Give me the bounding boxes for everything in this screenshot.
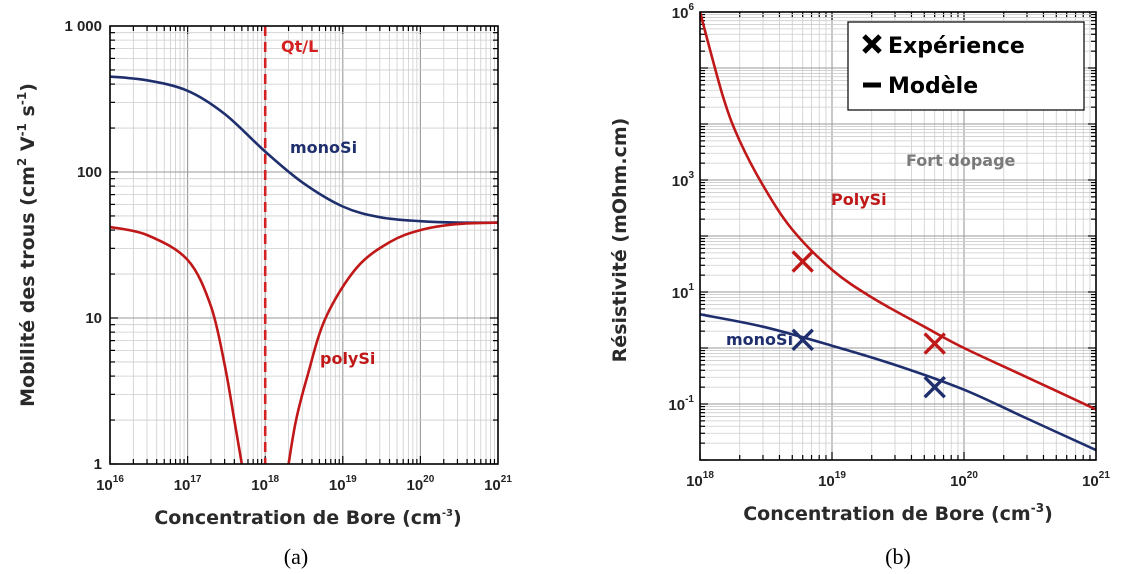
chart-b-x-tick-labels: 1018 1019 1020 1021 — [686, 470, 1110, 490]
chart-b-legend-box — [847, 21, 1085, 111]
chart-b-legend-label-experience: Expérience — [888, 34, 1025, 59]
chart-b-y-tick-label-exp: 6 — [688, 2, 694, 13]
chart-a-x-tick-labels: 1016 1017 1018 1019 1020 1021 — [96, 474, 512, 494]
chart-a-curves — [110, 75, 498, 464]
chart-b-y-tick-label: 10-1 — [668, 394, 694, 414]
chart-a-vline-label: Qt/L — [281, 37, 318, 56]
chart-b-y-tick-label-base: 10 — [672, 285, 689, 302]
chart-a-x-tick-label-base: 10 — [96, 477, 113, 494]
chart-a-x-tick-label: 1017 — [174, 474, 202, 494]
chart-a-series-monosi-line — [110, 75, 498, 225]
chart-a-x-tick-label-exp: 18 — [268, 474, 280, 485]
chart-b-experience-point-monosi — [923, 375, 946, 399]
chart-a-panel-label: (a) — [284, 544, 308, 569]
chart-a-y-tick-label: 1 — [94, 456, 102, 473]
chart-a-y-tick-labels: 1 10 100 1 000 — [64, 18, 102, 473]
legend-cross-icon — [862, 34, 882, 54]
chart-b-experience-point-monosi — [791, 328, 814, 352]
chart-b-x-tick-label-base: 10 — [1082, 473, 1099, 490]
chart-b-x-tick-label-exp: 20 — [967, 470, 979, 481]
chart-b-x-tick-label-base: 10 — [950, 473, 967, 490]
chart-a-x-tick-label-exp: 16 — [113, 474, 125, 485]
chart-a-y-tick-label: 10 — [85, 310, 102, 327]
chart-b-x-tick-label-base: 10 — [686, 473, 703, 490]
chart-a-y-axis-title-p2: V — [17, 136, 39, 158]
chart-b-y-tick-label-exp: -1 — [685, 394, 694, 405]
chart-a-x-tick-label: 1016 — [96, 474, 124, 494]
chart-b-x-tick-label-exp: 19 — [835, 470, 847, 481]
chart-a-series-polysi-line-right — [287, 221, 498, 464]
chart-b-x-tick-label-exp: 18 — [703, 470, 715, 481]
chart-b-y-tick-label-exp: 1 — [688, 282, 694, 293]
chart-b-x-tick-label-exp: 21 — [1099, 470, 1111, 481]
chart-a-x-tick-label-base: 10 — [329, 477, 346, 494]
chart-b-series-monosi-line — [700, 313, 1096, 452]
chart-b-curves — [700, 12, 1096, 452]
chart-a-y-axis-title-p6: ) — [17, 83, 39, 92]
chart-a-x-axis-title-sup: -3 — [442, 508, 453, 519]
chart-a-x-tick-label-base: 10 — [174, 477, 191, 494]
chart-b-legend-label-modele: Modèle — [888, 74, 978, 99]
chart-b-x-axis-title-end: ) — [1044, 503, 1053, 525]
chart-b-y-axis-title: Résistivité (mOhm.cm) — [609, 118, 631, 363]
chart-a-x-tick-label-exp: 20 — [423, 474, 435, 485]
chart-b-y-tick-label-base: 10 — [672, 5, 689, 22]
chart-b-x-axis-title-main: Concentration de Bore (cm — [743, 503, 1031, 525]
chart-a-y-axis-title: Mobilité des trous (cm2 V-1 s-1) — [15, 83, 39, 407]
chart-b-legend: Expérience Modèle — [847, 21, 1085, 111]
chart-a-x-tick-label-exp: 19 — [346, 474, 358, 485]
chart-b-panel-label: (b) — [885, 544, 911, 569]
chart-a-x-tick-label-base: 10 — [251, 477, 268, 494]
chart-a-series-label-polysi: polySi — [320, 349, 375, 368]
chart-a-x-tick-label-exp: 17 — [190, 474, 202, 485]
chart-b-x-tick-label: 1020 — [950, 470, 978, 490]
chart-a-y-axis-title-p0: Mobilité des trous (cm — [17, 166, 39, 407]
chart-b-y-tick-label: 103 — [672, 170, 695, 190]
chart-a-y-axis-title-p3: -1 — [15, 123, 29, 136]
chart-a-x-tick-label-base: 10 — [406, 477, 423, 494]
chart-b-series-polysi-line — [700, 12, 1096, 411]
chart-b-x-tick-label: 1019 — [818, 470, 846, 490]
chart-a-x-axis-title-end: ) — [453, 507, 462, 529]
chart-a-x-tick-label-exp: 21 — [501, 474, 513, 485]
chart-b-y-tick-label-base: 10 — [668, 397, 685, 414]
chart-a-series-label-monosi: monoSi — [290, 138, 357, 157]
chart-a-y-axis-title-p4: s — [17, 105, 39, 123]
chart-b-x-tick-label: 1021 — [1082, 470, 1110, 490]
chart-a-x-tick-label: 1019 — [329, 474, 357, 494]
chart-b-y-tick-label: 106 — [672, 2, 695, 22]
chart-a-y-tick-label: 1 000 — [64, 18, 102, 35]
chart-a-plot-frame — [109, 25, 499, 465]
chart-b-x-tick-label-base: 10 — [818, 473, 835, 490]
chart-b-plot-frame — [699, 11, 1097, 461]
chart-a-x-tick-label: 1021 — [484, 474, 512, 494]
chart-b-series-label-monosi: monoSi — [726, 330, 793, 349]
chart-a-x-tick-label-base: 10 — [484, 477, 501, 494]
chart-b-annotation: Fort dopage — [906, 151, 1016, 170]
chart-a-y-tick-label: 100 — [77, 164, 102, 181]
chart-a-x-tick-label: 1018 — [251, 474, 279, 494]
chart-b-x-axis-title-sup: -3 — [1031, 501, 1044, 515]
chart-b-x-axis-title: Concentration de Bore (cm-3) — [743, 501, 1053, 525]
chart-a-y-axis-title-p1: 2 — [15, 158, 29, 166]
chart-b-experience-markers — [791, 250, 946, 399]
chart-b-y-tick-label-base: 10 — [672, 173, 689, 190]
chart-b-experience-point-polysi — [923, 332, 946, 355]
chart-b-experience-point-polysi — [791, 250, 814, 273]
chart-b-y-tick-label: 101 — [672, 282, 695, 302]
chart-b-series-label-polysi: PolySi — [831, 190, 887, 209]
chart-a-y-axis-title-p5: -1 — [15, 92, 29, 105]
chart-a-series-polysi-line-left — [110, 225, 244, 464]
chart-a-x-tick-label: 1020 — [406, 474, 434, 494]
chart-a-x-axis-title: Concentration de Bore (cm-3) — [154, 507, 461, 529]
chart-b-x-tick-label: 1018 — [686, 470, 714, 490]
chart-a-x-axis-title-main: Concentration de Bore (cm — [154, 507, 442, 529]
chart-b-y-tick-label-exp: 3 — [688, 170, 694, 181]
